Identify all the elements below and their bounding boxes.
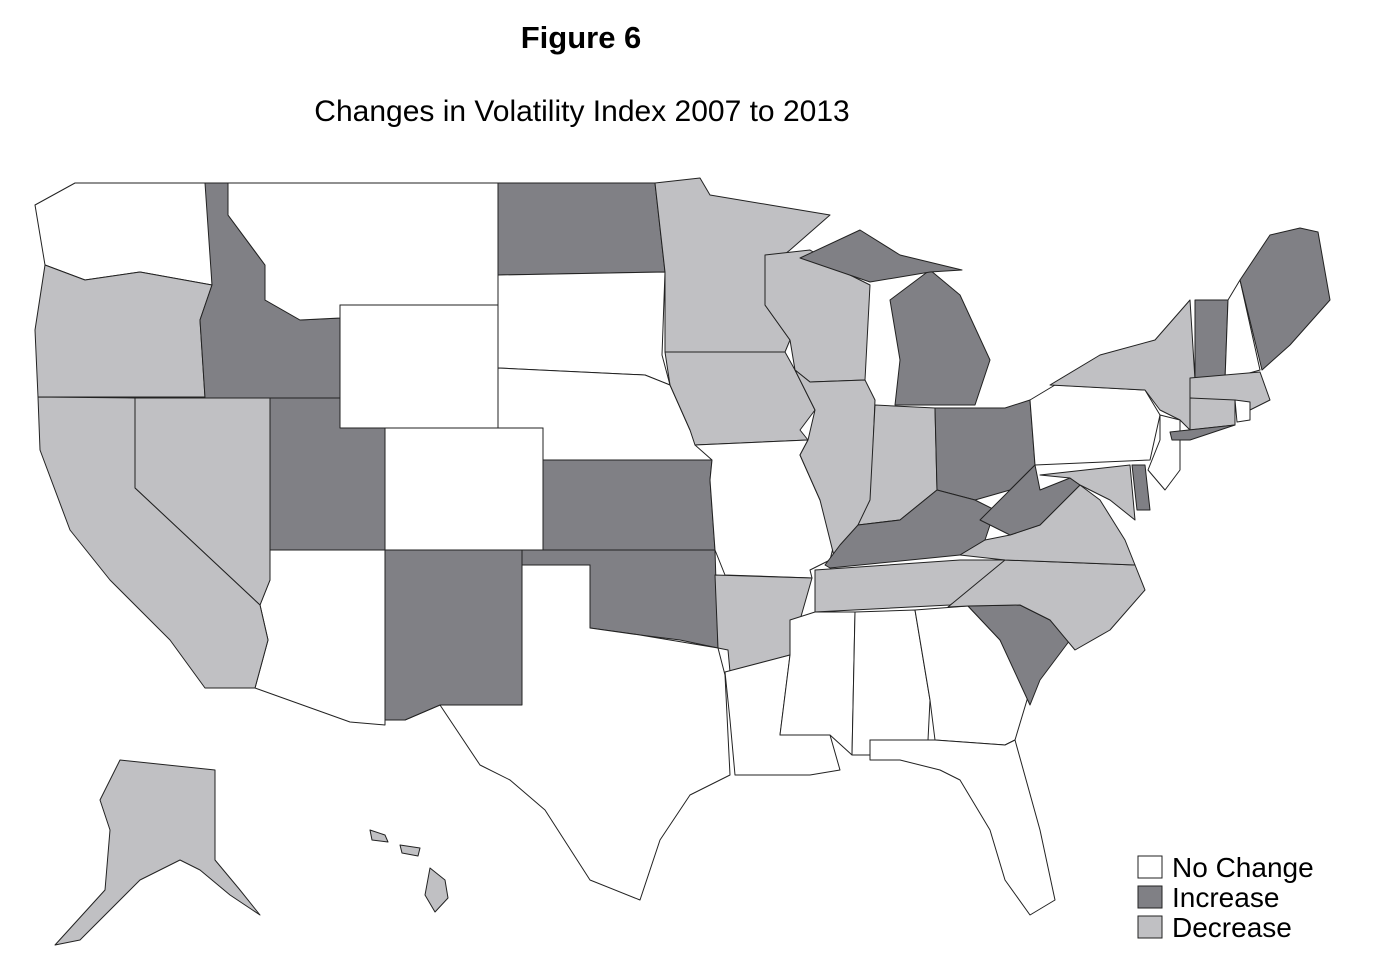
region	[779, 611, 856, 756]
region	[54, 759, 261, 946]
region	[1194, 299, 1229, 381]
region	[384, 549, 523, 721]
region	[399, 844, 421, 857]
region	[794, 369, 876, 561]
region	[339, 304, 499, 429]
legend-swatch	[1137, 885, 1163, 909]
legend-swatch	[1137, 855, 1163, 879]
region	[254, 549, 386, 726]
region	[542, 459, 716, 551]
region	[424, 867, 449, 913]
region	[869, 739, 1056, 916]
legend-label: No Change	[1172, 852, 1314, 883]
region	[34, 182, 213, 286]
region	[1039, 464, 1136, 521]
map-title: Changes in Volatility Index 2007 to 2013	[314, 95, 849, 128]
legend-label: Increase	[1172, 882, 1279, 913]
region	[384, 427, 544, 551]
region	[227, 182, 499, 321]
region	[1224, 279, 1261, 381]
region	[979, 464, 1081, 536]
region	[1131, 464, 1151, 511]
region	[664, 351, 816, 446]
region	[34, 264, 213, 398]
region	[369, 829, 389, 843]
legend-swatch	[1137, 915, 1163, 939]
region	[959, 484, 1136, 566]
region	[824, 489, 996, 569]
legend-label: Decrease	[1172, 912, 1292, 943]
region	[1239, 227, 1331, 371]
region	[497, 271, 671, 386]
figure-label: Figure 6	[521, 20, 642, 55]
region	[889, 269, 991, 406]
region	[497, 182, 666, 276]
region	[1234, 399, 1251, 423]
region	[37, 396, 269, 689]
region	[1029, 384, 1161, 466]
region	[799, 229, 963, 283]
region	[1189, 397, 1236, 431]
map	[34, 177, 1331, 946]
region	[1169, 424, 1236, 441]
